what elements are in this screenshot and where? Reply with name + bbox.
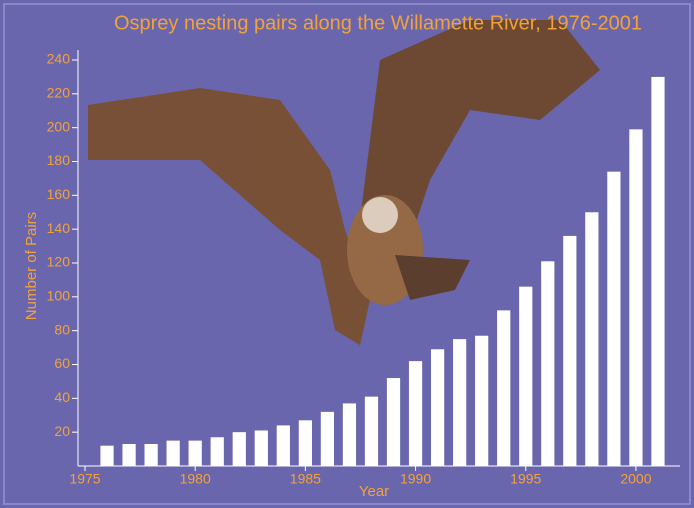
y-tick-label: 100 xyxy=(47,288,71,304)
bar xyxy=(585,212,599,466)
bar xyxy=(276,425,290,466)
bar xyxy=(497,310,511,466)
y-tick-label: 60 xyxy=(54,355,70,371)
bar xyxy=(166,440,180,466)
y-tick-label: 140 xyxy=(47,220,71,236)
y-tick-label: 20 xyxy=(54,423,70,439)
bar xyxy=(475,335,489,466)
bar xyxy=(607,171,621,466)
bar xyxy=(430,349,445,466)
bar xyxy=(408,361,423,466)
bar xyxy=(651,76,665,467)
y-tick-label: 220 xyxy=(47,85,71,101)
chart-title: Osprey nesting pairs along the Willamett… xyxy=(114,12,642,34)
x-tick-label: 1980 xyxy=(180,471,211,487)
bar xyxy=(563,235,577,466)
bar xyxy=(364,396,379,466)
bar xyxy=(298,420,312,466)
x-tick-label: 2000 xyxy=(620,471,651,487)
y-tick-label: 40 xyxy=(54,389,70,405)
bar xyxy=(320,411,335,466)
bar xyxy=(188,440,202,466)
x-tick-label: 1995 xyxy=(510,471,541,487)
bar xyxy=(100,445,114,466)
y-axis-label: Number of Pairs xyxy=(23,212,40,320)
x-tick-label: 1990 xyxy=(400,471,431,487)
bar xyxy=(210,437,224,466)
bar xyxy=(342,403,357,466)
osprey-illustration xyxy=(88,20,600,345)
bar xyxy=(386,378,401,466)
bar xyxy=(629,129,643,466)
bar xyxy=(541,261,555,466)
x-axis-label: Year xyxy=(359,483,389,500)
y-tick-label: 120 xyxy=(47,254,71,270)
y-tick-label: 80 xyxy=(54,321,70,337)
frame xyxy=(3,3,691,505)
x-tick-label: 1985 xyxy=(290,471,321,487)
bar xyxy=(519,286,533,466)
bar xyxy=(254,430,268,466)
bar xyxy=(144,444,158,466)
y-tick-label: 180 xyxy=(47,152,71,168)
y-tick-label: 240 xyxy=(47,51,71,67)
y-tick-label: 160 xyxy=(47,186,71,202)
bar xyxy=(453,339,467,466)
y-tick-label: 200 xyxy=(47,118,71,134)
bar xyxy=(232,432,246,466)
x-tick-label: 1975 xyxy=(69,471,100,487)
bar xyxy=(122,444,136,466)
